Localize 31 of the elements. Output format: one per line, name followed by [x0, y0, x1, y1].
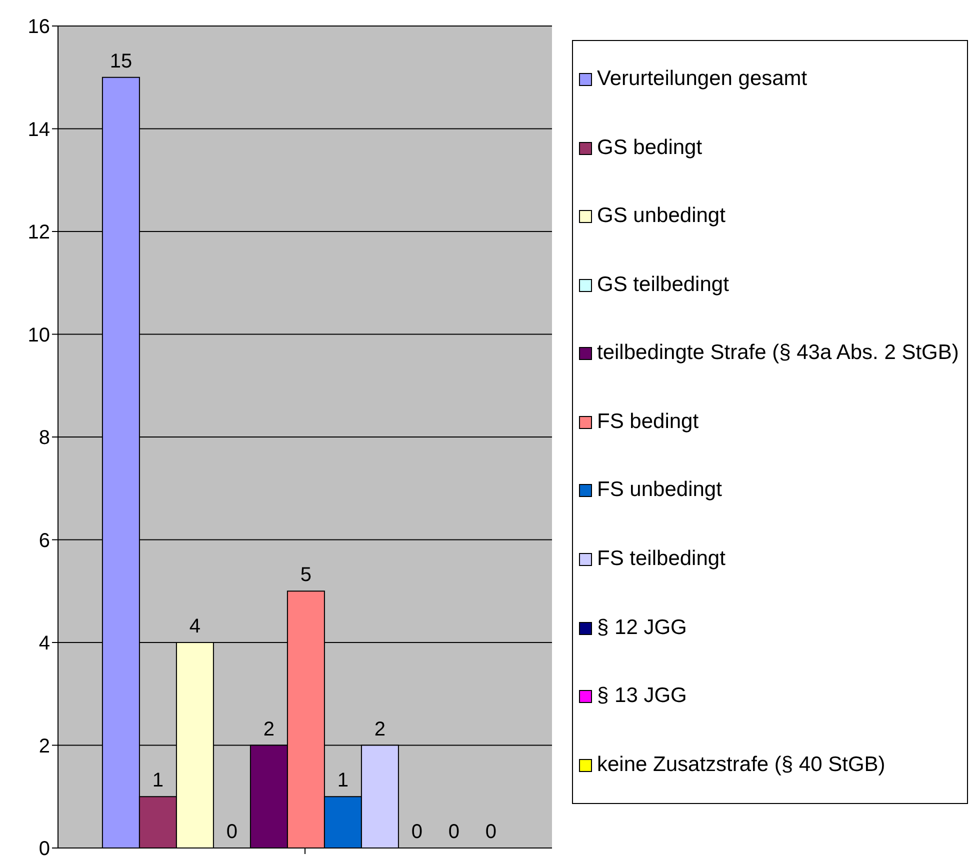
- legend-label: keine Zusatzstrafe (§ 40 StGB): [597, 752, 886, 777]
- y-tick-label: 4: [38, 632, 50, 655]
- data-label: 0: [448, 820, 460, 843]
- y-tick-label: 16: [28, 16, 50, 38]
- data-label: 0: [411, 820, 423, 843]
- data-label: 5: [300, 564, 312, 586]
- legend-label: FS bedingt: [597, 410, 699, 434]
- data-label: 2: [374, 718, 386, 740]
- y-tick-label: 0: [38, 838, 50, 860]
- legend-label: GS bedingt: [597, 136, 702, 160]
- y-tick-label: 12: [28, 222, 50, 244]
- data-label: 0: [485, 820, 497, 843]
- legend-label: Verurteilungen gesamt: [597, 67, 808, 92]
- legend-label: § 12 JGG: [597, 616, 687, 640]
- data-label: 1: [152, 770, 164, 792]
- data-label: 4: [189, 616, 201, 638]
- y-tick-label: 10: [28, 324, 50, 346]
- legend-label: FS unbedingt: [597, 478, 722, 502]
- legend-label: FS teilbedingt: [597, 546, 726, 571]
- data-label: 15: [110, 50, 132, 72]
- legend-label: § 13 JGG: [597, 684, 687, 708]
- data-label: 0: [226, 820, 238, 843]
- data-label: 1: [337, 770, 349, 792]
- legend-label: teilbedingte Strafe (§ 43a Abs. 2 StGB): [597, 341, 959, 366]
- y-tick-label: 14: [28, 118, 50, 141]
- legend-label: GS teilbedingt: [597, 272, 729, 297]
- y-tick-label: 6: [38, 530, 50, 552]
- legend-label: GS unbedingt: [597, 204, 726, 228]
- y-tick-label: 8: [38, 427, 50, 450]
- data-label: 2: [263, 718, 275, 740]
- y-tick-label: 2: [38, 735, 50, 758]
